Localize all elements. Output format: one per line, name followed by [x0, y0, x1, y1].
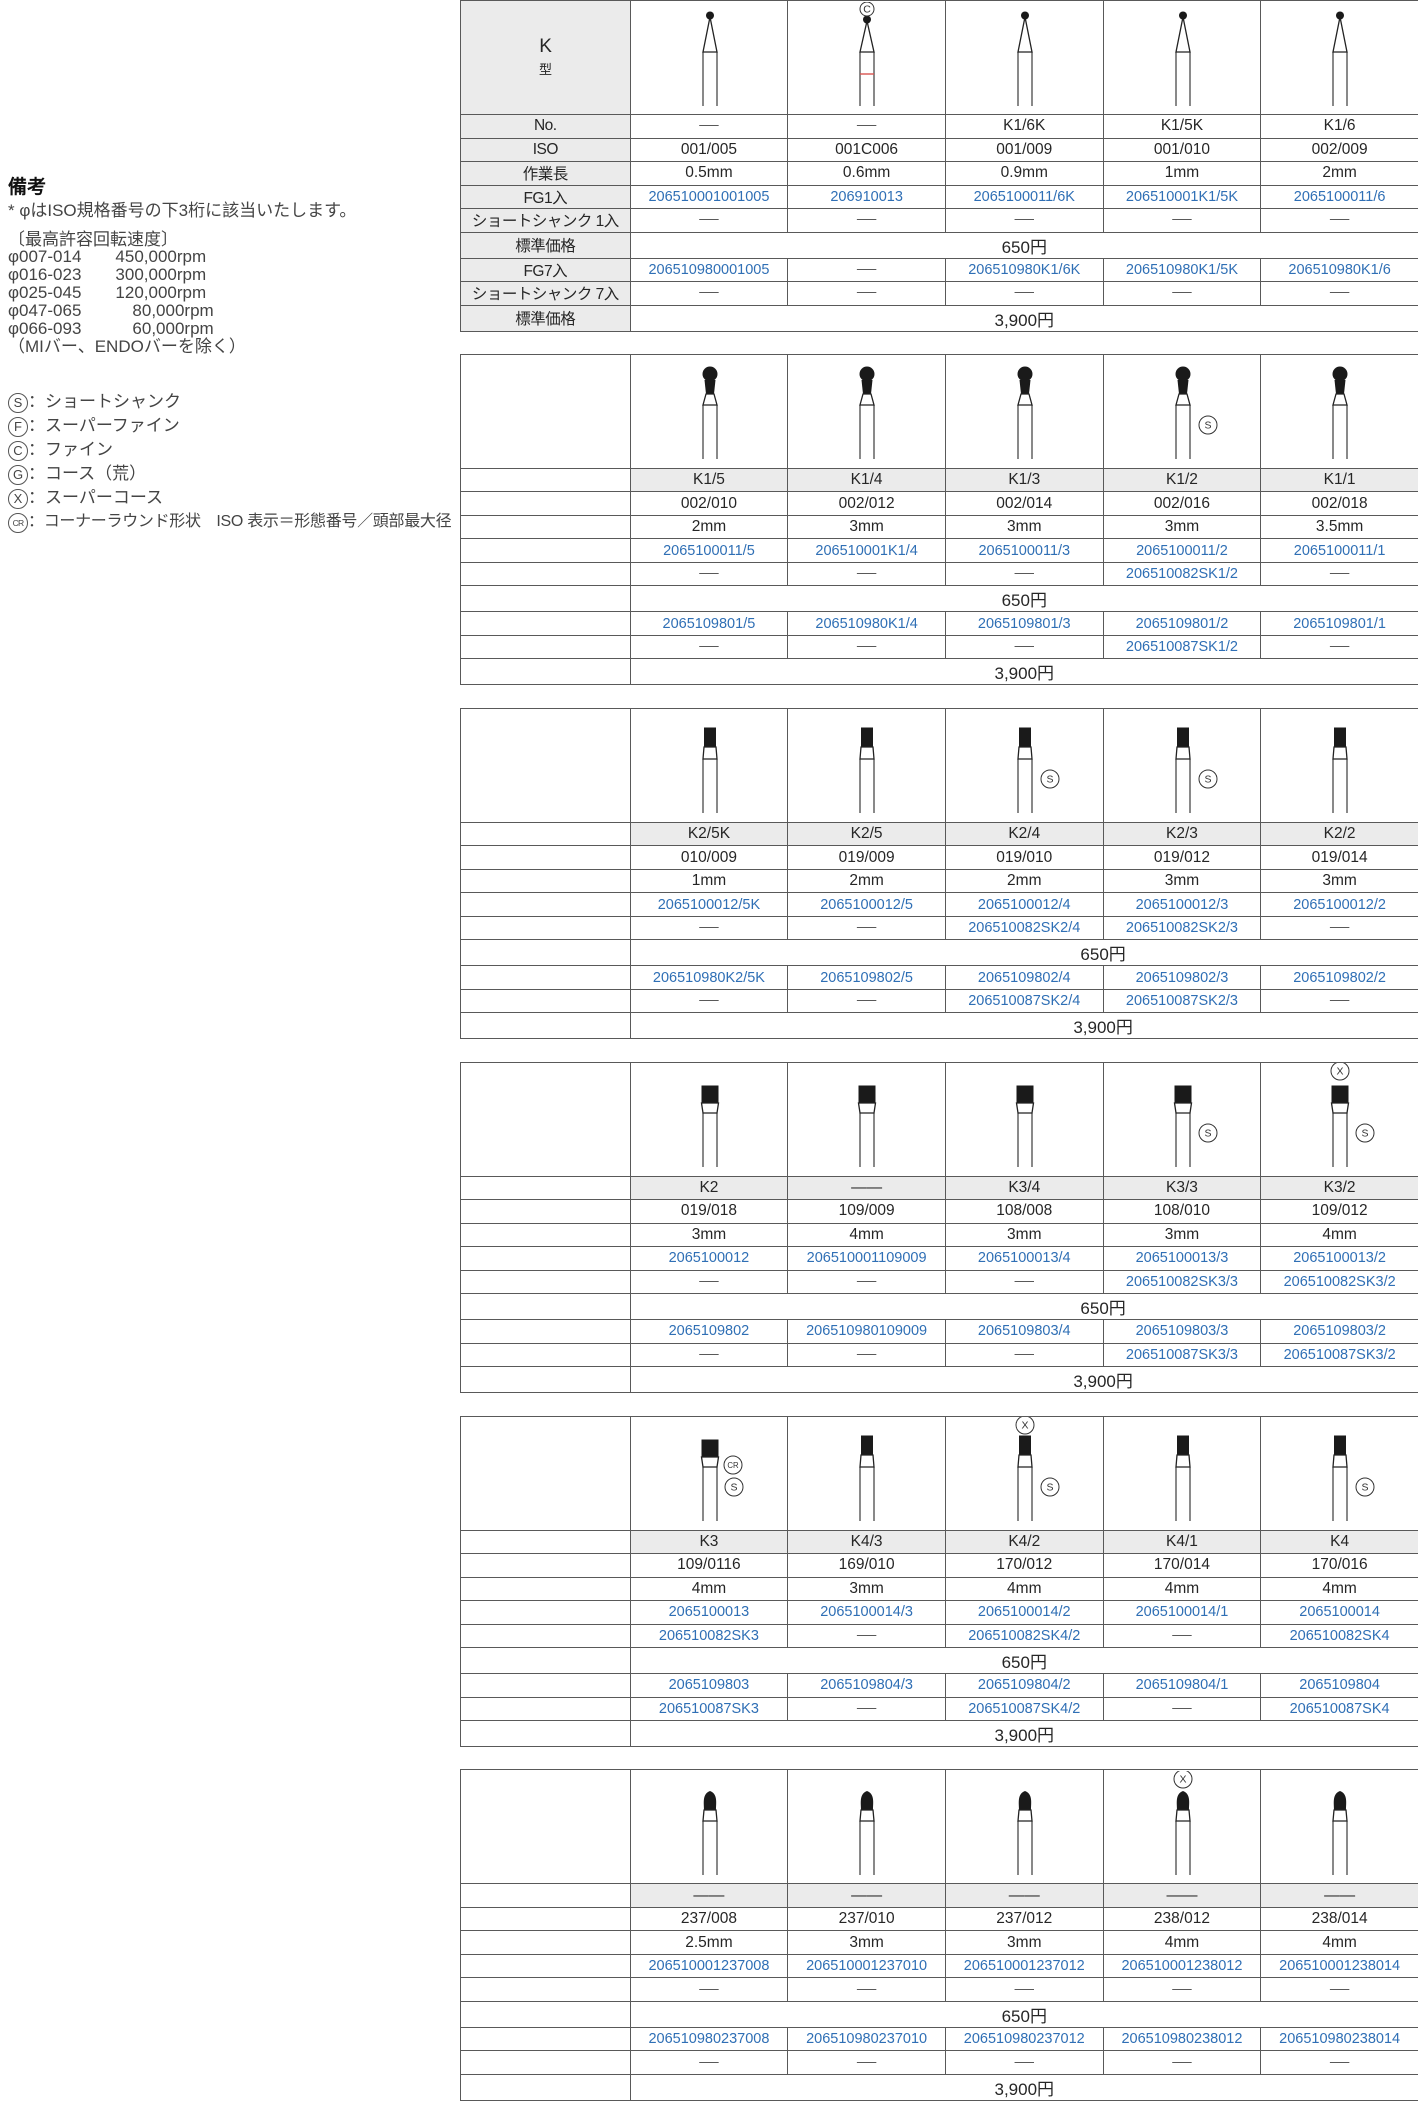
svg-text:X: X	[1021, 1419, 1028, 1431]
svg-text:C: C	[863, 3, 871, 15]
svg-text:S: S	[1204, 1128, 1211, 1140]
svg-text:X: X	[1337, 1066, 1344, 1078]
svg-text:S: S	[1204, 420, 1211, 432]
svg-text:S: S	[1362, 1481, 1369, 1493]
svg-text:CR: CR	[727, 1461, 739, 1470]
svg-text:S: S	[730, 1481, 737, 1493]
svg-text:S: S	[1046, 774, 1053, 786]
svg-text:S: S	[1046, 1481, 1053, 1493]
svg-text:S: S	[1362, 1128, 1369, 1140]
svg-text:S: S	[1204, 774, 1211, 786]
svg-text:X: X	[1179, 1773, 1186, 1785]
